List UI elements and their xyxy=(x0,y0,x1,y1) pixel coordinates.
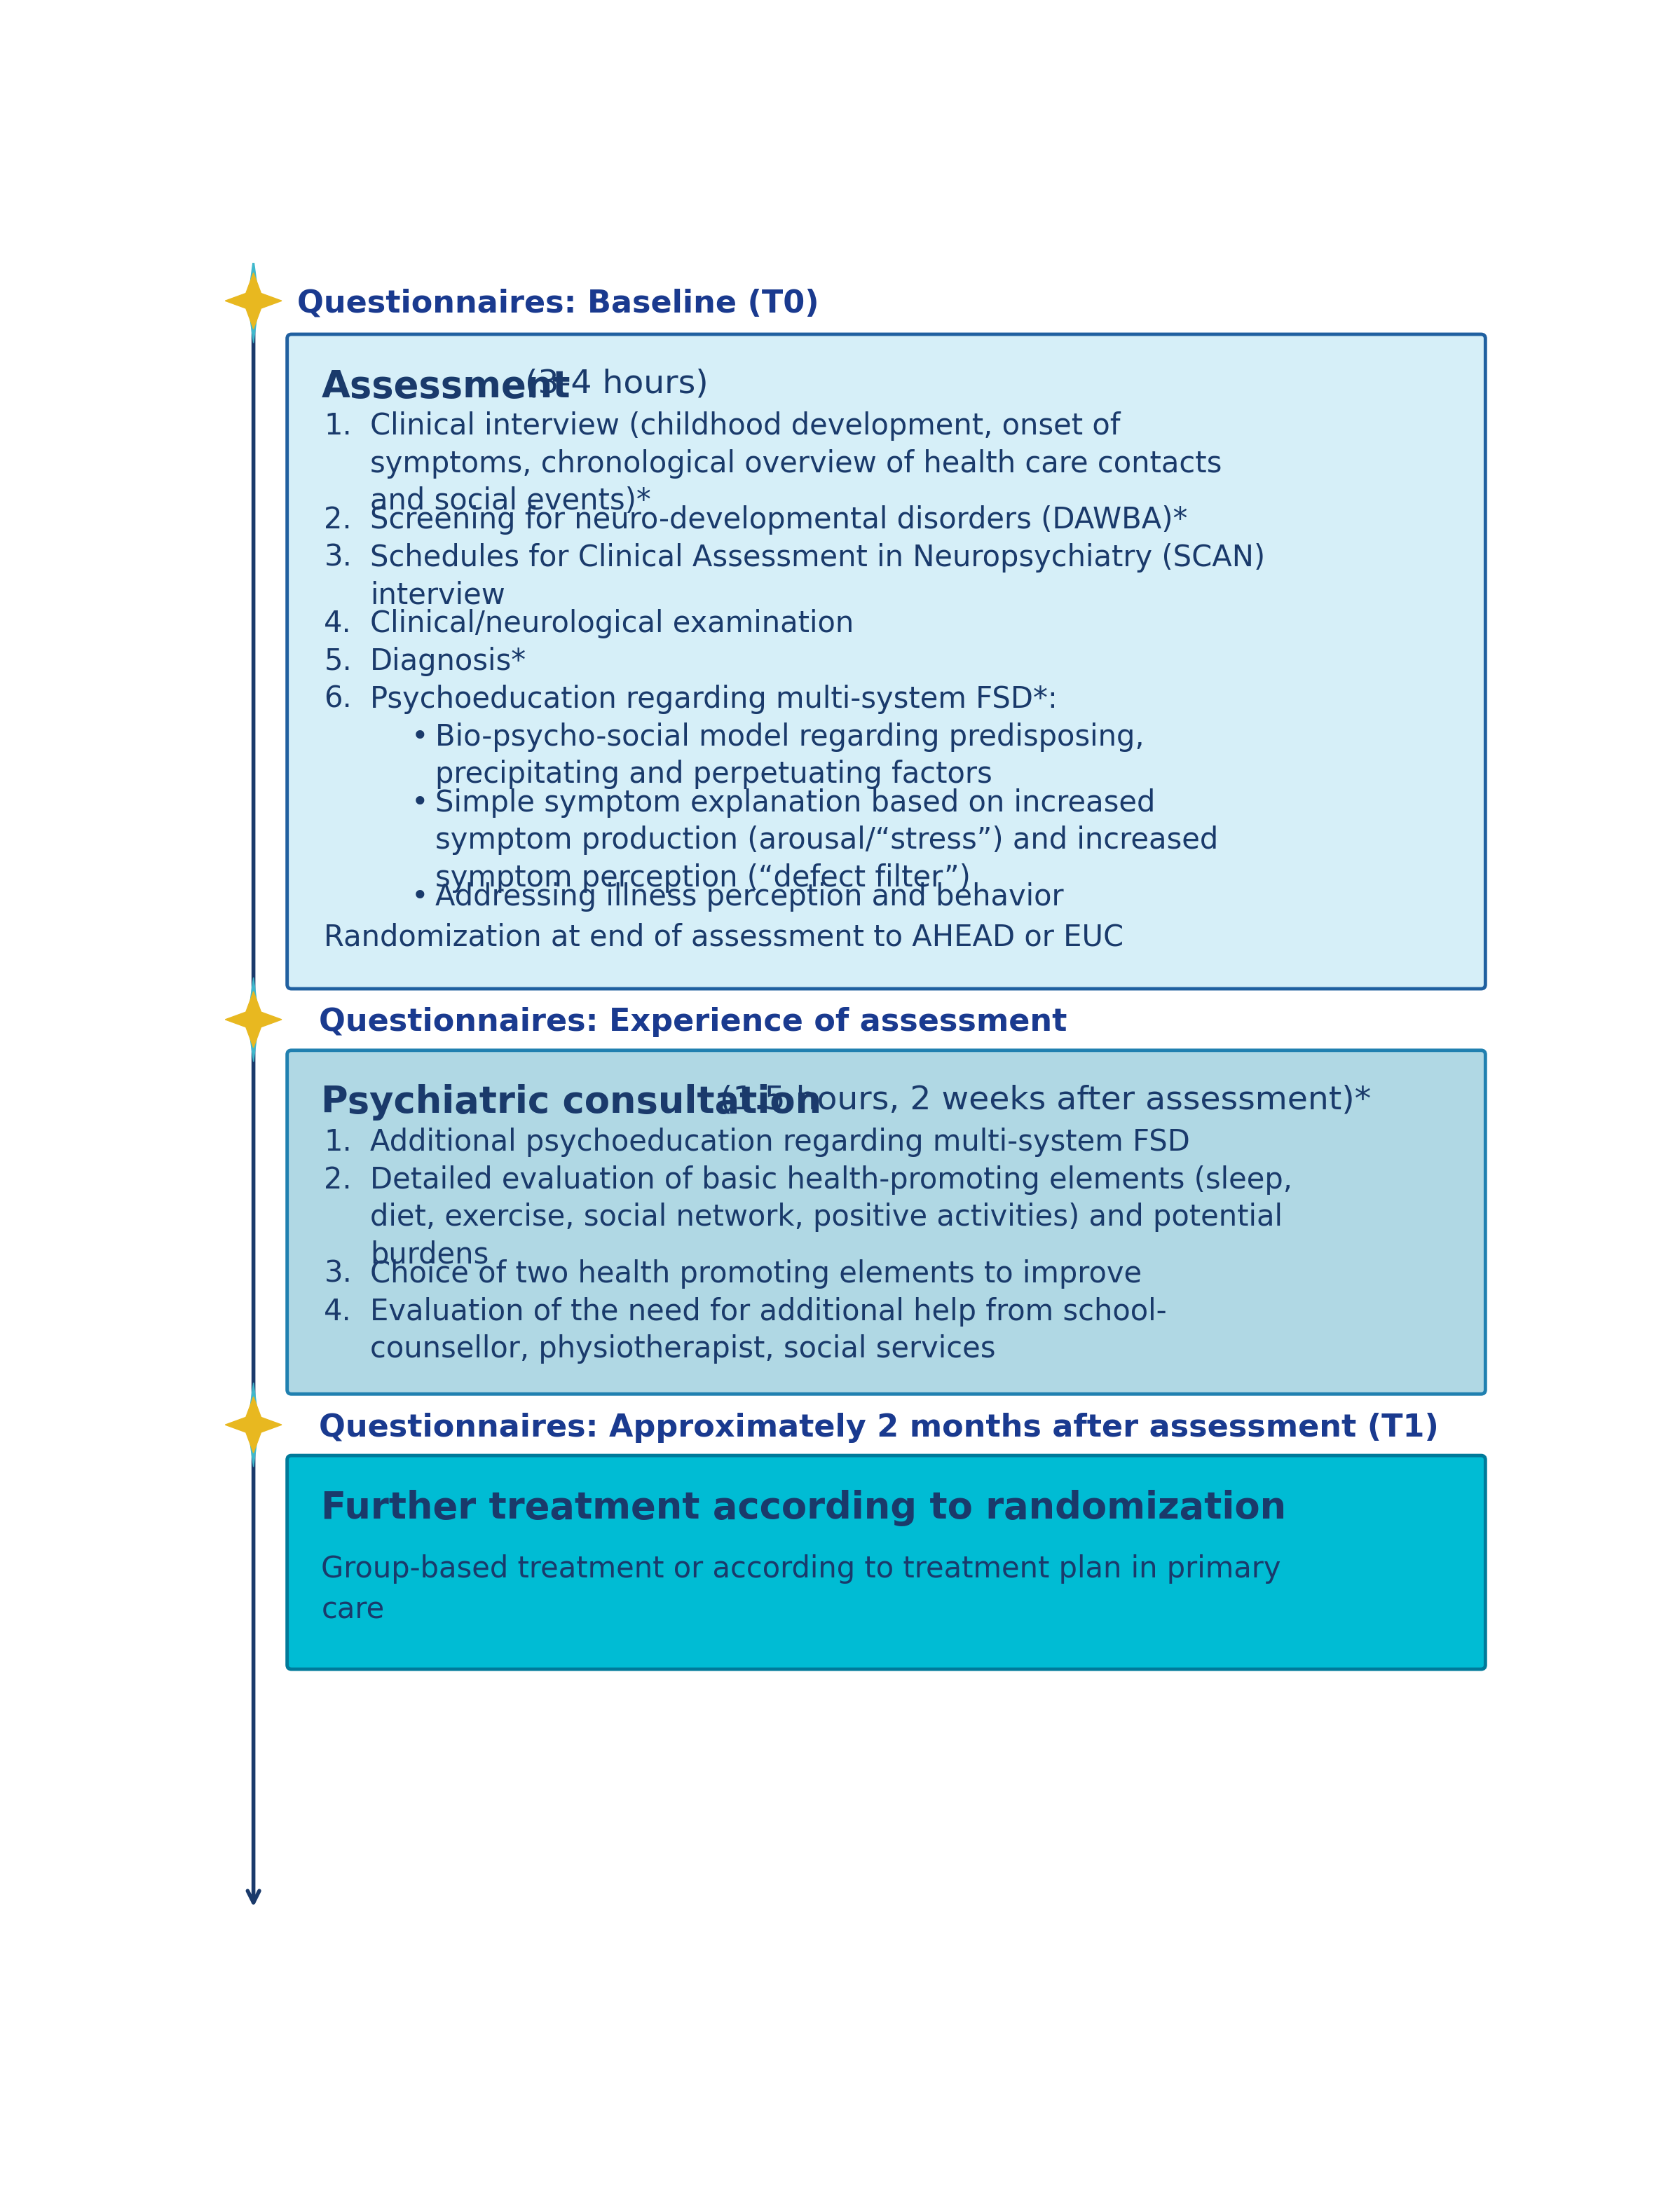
Text: 5.: 5. xyxy=(324,647,351,675)
Text: Assessment: Assessment xyxy=(321,368,571,406)
Text: 2.: 2. xyxy=(324,506,351,535)
Text: Clinical interview (childhood development, onset of
symptoms, chronological over: Clinical interview (childhood developmen… xyxy=(370,412,1221,515)
Text: (3-4 hours): (3-4 hours) xyxy=(514,368,709,399)
Text: Psychiatric consultation: Psychiatric consultation xyxy=(321,1085,822,1120)
Polygon shape xyxy=(249,1383,259,1466)
Polygon shape xyxy=(225,1396,282,1453)
Text: Randomization at end of assessment to AHEAD or EUC: Randomization at end of assessment to AH… xyxy=(324,923,1124,951)
Text: Addressing illness perception and behavior: Addressing illness perception and behavi… xyxy=(435,881,1063,912)
Text: •: • xyxy=(412,789,428,818)
Text: 3.: 3. xyxy=(324,544,353,572)
Polygon shape xyxy=(225,991,282,1048)
Text: 6.: 6. xyxy=(324,684,351,715)
Text: Schedules for Clinical Assessment in Neuropsychiatry (SCAN)
interview: Schedules for Clinical Assessment in Neu… xyxy=(370,544,1265,609)
Polygon shape xyxy=(225,272,282,329)
Text: Bio-psycho-social model regarding predisposing,
precipitating and perpetuating f: Bio-psycho-social model regarding predis… xyxy=(435,721,1144,789)
Text: Choice of two health promoting elements to improve: Choice of two health promoting elements … xyxy=(370,1258,1142,1289)
Text: (1.5 hours, 2 weeks after assessment)*: (1.5 hours, 2 weeks after assessment)* xyxy=(709,1085,1371,1116)
FancyBboxPatch shape xyxy=(287,1455,1485,1670)
Text: •: • xyxy=(412,881,428,912)
Text: 1.: 1. xyxy=(324,1127,351,1157)
Polygon shape xyxy=(249,978,259,1061)
Text: Psychoeducation regarding multi-system FSD*:: Psychoeducation regarding multi-system F… xyxy=(370,684,1058,715)
Text: Questionnaires: Baseline (T0): Questionnaires: Baseline (T0) xyxy=(297,289,818,318)
Text: Simple symptom explanation based on increased
symptom production (arousal/“stres: Simple symptom explanation based on incr… xyxy=(435,789,1218,892)
Text: 4.: 4. xyxy=(324,609,351,638)
FancyBboxPatch shape xyxy=(287,333,1485,989)
Text: Questionnaires: Experience of assessment: Questionnaires: Experience of assessment xyxy=(297,1006,1067,1037)
Text: 3.: 3. xyxy=(324,1258,353,1289)
Text: Questionnaires: Approximately 2 months after assessment (T1): Questionnaires: Approximately 2 months a… xyxy=(297,1412,1438,1442)
Text: Diagnosis*: Diagnosis* xyxy=(370,647,526,675)
Polygon shape xyxy=(249,259,259,342)
Text: Further treatment according to randomization: Further treatment according to randomiza… xyxy=(321,1491,1287,1526)
Text: Detailed evaluation of basic health-promoting elements (sleep,
diet, exercise, s: Detailed evaluation of basic health-prom… xyxy=(370,1166,1292,1269)
Text: Group-based treatment or according to treatment plan in primary
care: Group-based treatment or according to tr… xyxy=(321,1554,1282,1624)
Text: 2.: 2. xyxy=(324,1166,351,1195)
Text: 1.: 1. xyxy=(324,412,351,441)
Text: Clinical/neurological examination: Clinical/neurological examination xyxy=(370,609,853,638)
Text: Evaluation of the need for additional help from school-
counsellor, physiotherap: Evaluation of the need for additional he… xyxy=(370,1298,1168,1363)
FancyBboxPatch shape xyxy=(287,1050,1485,1394)
Text: Screening for neuro-developmental disorders (DAWBA)*: Screening for neuro-developmental disord… xyxy=(370,506,1188,535)
Text: •: • xyxy=(412,721,428,752)
Text: Additional psychoeducation regarding multi-system FSD: Additional psychoeducation regarding mul… xyxy=(370,1127,1189,1157)
Text: 4.: 4. xyxy=(324,1298,351,1326)
